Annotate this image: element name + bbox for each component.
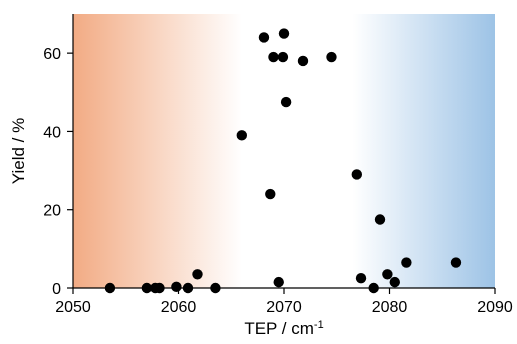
data-point xyxy=(105,283,115,293)
x-tick-label: 2080 xyxy=(372,299,408,316)
data-point xyxy=(171,282,181,292)
y-axis-title: Yield / % xyxy=(9,118,28,184)
data-point xyxy=(259,32,269,42)
data-point xyxy=(183,283,193,293)
data-point xyxy=(265,189,275,199)
data-point xyxy=(375,214,385,224)
data-point xyxy=(451,257,461,267)
data-point xyxy=(237,130,247,140)
y-tick-label: 60 xyxy=(43,46,61,63)
data-point xyxy=(210,283,220,293)
y-tick-label: 20 xyxy=(43,203,61,220)
background-region-right xyxy=(353,14,495,288)
data-point xyxy=(192,269,202,279)
y-tick-label: 40 xyxy=(43,124,61,141)
x-tick-label: 2070 xyxy=(266,299,302,316)
data-point xyxy=(279,28,289,38)
x-tick-label: 2050 xyxy=(55,299,91,316)
data-point xyxy=(326,52,336,62)
data-point xyxy=(368,283,378,293)
data-point xyxy=(356,273,366,283)
data-point xyxy=(154,283,164,293)
y-tick-label: 0 xyxy=(52,281,61,298)
data-point xyxy=(352,169,362,179)
x-axis-title: TEP / cm-1 xyxy=(244,319,323,338)
x-tick-label: 2060 xyxy=(161,299,197,316)
data-point xyxy=(281,97,291,107)
data-point xyxy=(298,56,308,66)
data-point xyxy=(278,52,288,62)
x-axis-title-superscript: -1 xyxy=(314,319,324,331)
data-point xyxy=(390,277,400,287)
x-tick-label: 2090 xyxy=(477,299,513,316)
data-point xyxy=(382,269,392,279)
data-point xyxy=(268,52,278,62)
data-point xyxy=(401,257,411,267)
data-point xyxy=(274,277,284,287)
x-axis-title-text: TEP / cm xyxy=(244,319,314,338)
background-region-left xyxy=(73,14,242,288)
